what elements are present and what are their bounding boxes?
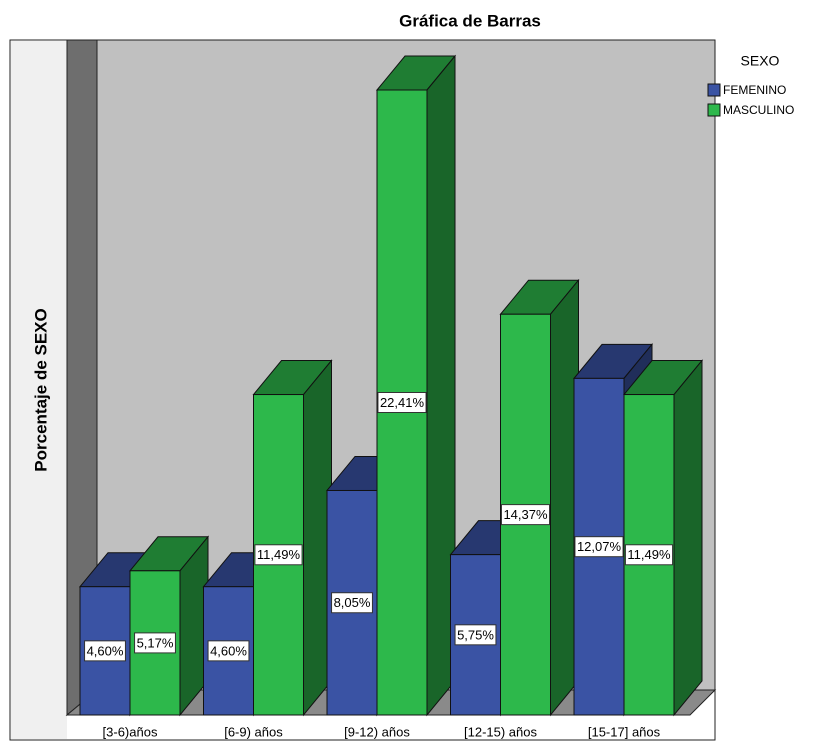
- legend-swatch: [707, 103, 721, 117]
- value-label-box: [254, 544, 303, 566]
- value-label: 22,41%: [380, 395, 425, 410]
- value-label-box: [331, 592, 373, 614]
- value-label: 4,60%: [87, 643, 124, 658]
- legend-swatch: [707, 83, 721, 97]
- value-label: 8,05%: [334, 595, 371, 610]
- value-label: 5,75%: [457, 627, 494, 642]
- legend-label: FEMENINO: [723, 83, 786, 97]
- value-label-box: [500, 504, 551, 526]
- value-label: 14,37%: [503, 507, 548, 522]
- value-label-box: [207, 640, 250, 662]
- legend-title: SEXO: [741, 53, 780, 69]
- x-tick-label: [3-6)años: [103, 724, 158, 739]
- value-label-box: [134, 632, 176, 654]
- left-panel: [11, 41, 67, 739]
- value-label-box: [624, 544, 674, 566]
- value-label-box: [454, 624, 497, 646]
- value-label: 11,49%: [257, 547, 301, 562]
- value-label-box: [377, 392, 427, 413]
- x-tick-label: [9-12) años: [344, 724, 410, 739]
- value-label-box: [574, 536, 624, 558]
- x-tick-label: [12-15) años: [464, 724, 537, 739]
- value-label: 12,07%: [577, 539, 622, 554]
- y-axis-label: Porcentaje de SEXO: [31, 308, 50, 471]
- value-label: 11,49%: [627, 547, 671, 562]
- value-label-box: [84, 640, 126, 662]
- value-label: 4,60%: [210, 643, 247, 658]
- x-tick-label: [15-17] años: [588, 724, 661, 739]
- x-tick-label: [6-9) años: [224, 724, 283, 739]
- chart-title: Gráfica de Barras: [399, 11, 541, 30]
- legend-label: MASCULINO: [723, 103, 794, 117]
- value-label: 5,17%: [137, 635, 174, 650]
- bar-side: [673, 359, 703, 717]
